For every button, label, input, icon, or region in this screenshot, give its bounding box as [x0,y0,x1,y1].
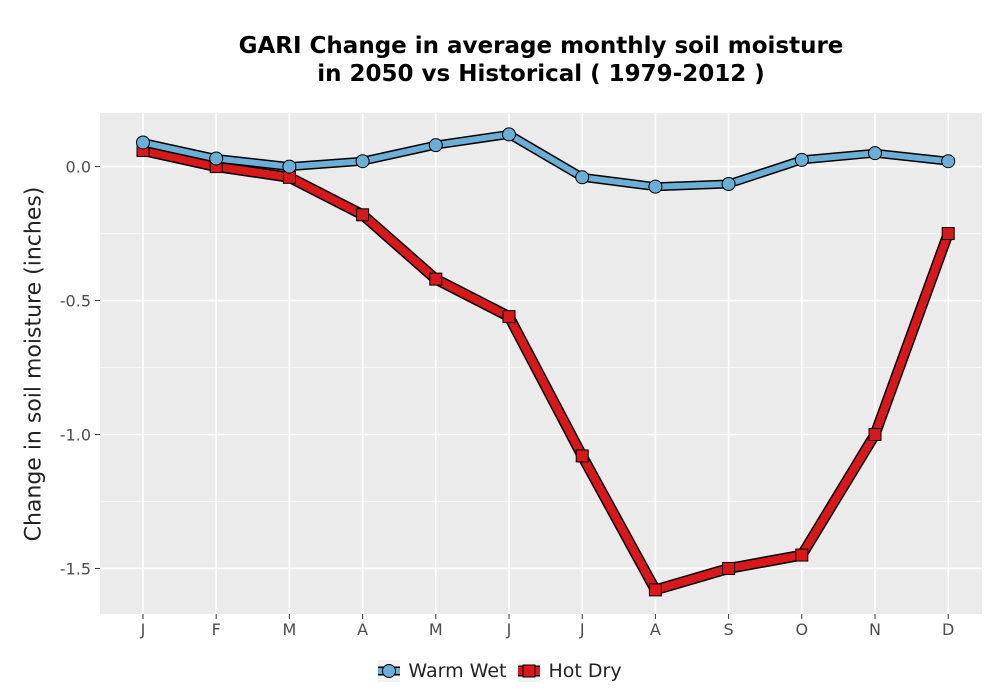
data-point-warm-wet [282,159,297,174]
y-tick-label: -0.5 [60,292,91,311]
data-point-hot-dry [648,583,662,597]
data-point-warm-wet [648,179,663,194]
legend-item-hot-dry: Hot Dry [518,660,622,682]
data-point-warm-wet [868,146,882,161]
data-point-warm-wet [428,138,443,153]
x-tick-label: F [212,620,221,639]
series-line-hot-dry [139,146,953,594]
data-point-hot-dry [429,272,443,286]
x-tick-label: N [869,620,881,639]
legend-item-warm-wet: Warm Wet [378,660,506,682]
data-point-hot-dry [941,227,955,241]
chart-title-line-2: in 2050 vs Historical ( 1979-2012 ) [317,61,765,87]
data-point-hot-dry [502,310,516,324]
data-point-warm-wet [136,135,150,150]
x-tick-label: O [796,620,809,639]
y-tick-label: -1.0 [60,425,91,444]
series-line-warm-wet [140,131,952,190]
data-point-warm-wet [794,152,809,167]
x-tick-label: A [650,620,661,639]
chart-title: GARI Change in average monthly soil mois… [100,32,982,88]
x-tick-label: S [724,620,734,639]
data-point-warm-wet [355,154,370,169]
x-tick-label: A [357,620,368,639]
y-tick-label: -1.5 [60,559,91,578]
series-layer [136,127,956,597]
data-point-warm-wet [575,170,590,185]
x-tick-label: D [942,620,954,639]
legend-key-hot-dry [518,660,541,682]
x-tick-label: M [282,620,296,639]
y-axis-ticks: 0.0 -0.5 -1.0 -1.5 [60,158,100,578]
data-point-hot-dry [356,208,370,222]
y-tick-label: 0.0 [66,158,91,177]
legend: Warm Wet Hot Dry [0,660,1000,682]
legend-label-warm-wet: Warm Wet [408,660,507,682]
data-point-warm-wet [209,151,224,166]
data-point-warm-wet [941,154,956,169]
legend-label-hot-dry: Hot Dry [548,660,622,682]
x-tick-label: J [140,620,146,639]
plot-background [100,113,982,614]
data-point-hot-dry [722,561,736,575]
x-tick-label: J [579,620,585,639]
data-point-warm-wet [721,176,736,191]
chart-title-line-1: GARI Change in average monthly soil mois… [238,33,844,59]
data-point-hot-dry [795,548,809,562]
x-tick-label: M [429,620,443,639]
legend-key-warm-wet [378,660,401,682]
data-point-hot-dry [868,427,882,441]
x-tick-label: J [506,620,512,639]
major-gridlines [100,113,982,614]
data-point-hot-dry [575,449,589,463]
data-point-warm-wet [502,127,516,142]
